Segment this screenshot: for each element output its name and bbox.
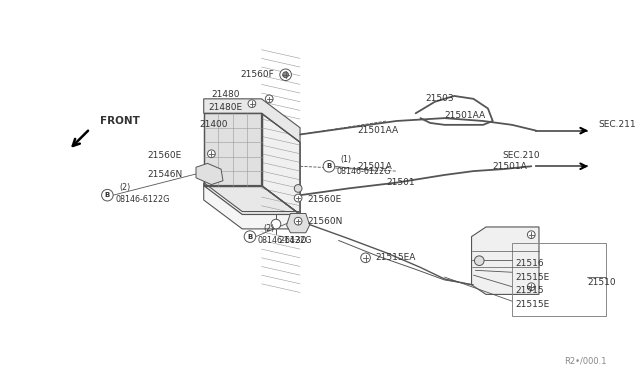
Text: 21480E: 21480E	[209, 103, 243, 112]
Text: 08146-6122G: 08146-6122G	[115, 195, 170, 203]
Text: 21515E: 21515E	[515, 299, 549, 308]
Circle shape	[474, 256, 484, 266]
Text: 21515: 21515	[515, 286, 543, 295]
Polygon shape	[196, 163, 223, 185]
Circle shape	[271, 219, 281, 229]
Text: 08146-6122G: 08146-6122G	[337, 167, 391, 176]
Circle shape	[244, 231, 256, 243]
Text: (2): (2)	[119, 183, 130, 192]
Circle shape	[527, 231, 535, 238]
Circle shape	[361, 253, 371, 263]
Circle shape	[207, 150, 215, 158]
Polygon shape	[204, 183, 300, 229]
Text: 21515E: 21515E	[515, 273, 549, 282]
Text: 21546N: 21546N	[148, 170, 183, 179]
Bar	[512, 243, 607, 315]
Polygon shape	[287, 214, 310, 233]
Text: 21560E: 21560E	[308, 196, 342, 205]
Polygon shape	[262, 113, 300, 214]
Text: SEC.210: SEC.210	[502, 151, 540, 160]
Text: B: B	[326, 163, 332, 169]
Text: (2): (2)	[264, 224, 275, 233]
Text: 21501A: 21501A	[493, 162, 527, 171]
Polygon shape	[472, 227, 539, 294]
Circle shape	[294, 217, 302, 225]
Text: 21515EA: 21515EA	[375, 253, 415, 262]
Text: 21516: 21516	[515, 259, 543, 268]
Text: 21501AA: 21501AA	[358, 126, 399, 135]
Circle shape	[102, 189, 113, 201]
Text: B: B	[105, 192, 110, 198]
Circle shape	[283, 72, 289, 78]
Circle shape	[294, 185, 302, 192]
Circle shape	[280, 69, 291, 80]
Polygon shape	[204, 113, 262, 186]
Text: 21510: 21510	[587, 278, 616, 287]
Text: 21430: 21430	[279, 236, 307, 245]
Text: FRONT: FRONT	[100, 116, 140, 126]
Text: 21400: 21400	[199, 121, 227, 129]
Text: 21501AA: 21501AA	[445, 111, 486, 120]
Text: (1): (1)	[340, 155, 351, 164]
Polygon shape	[204, 186, 300, 214]
Circle shape	[323, 160, 335, 172]
Circle shape	[527, 283, 535, 291]
Polygon shape	[204, 99, 300, 142]
Text: 21501A: 21501A	[358, 162, 392, 171]
Text: 08146-6122G: 08146-6122G	[258, 236, 312, 245]
Text: 21560N: 21560N	[308, 217, 343, 226]
Text: 21503: 21503	[426, 94, 454, 103]
Text: 21480: 21480	[211, 90, 240, 99]
Circle shape	[248, 100, 256, 108]
Circle shape	[266, 95, 273, 103]
Text: B: B	[247, 234, 253, 240]
Text: R2•/000.1: R2•/000.1	[564, 356, 607, 365]
Circle shape	[294, 194, 302, 202]
Text: 21560E: 21560E	[148, 151, 182, 160]
Text: 21501: 21501	[387, 178, 415, 187]
Text: 21560F: 21560F	[241, 70, 274, 79]
Text: SEC.211: SEC.211	[598, 121, 636, 129]
